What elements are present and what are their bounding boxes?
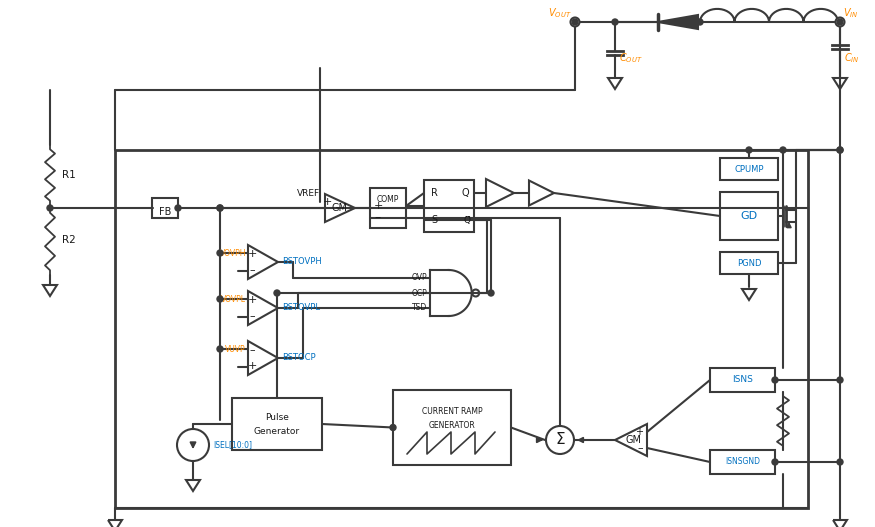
Circle shape <box>772 459 778 465</box>
Text: +: + <box>248 295 256 305</box>
Text: VREF: VREF <box>297 190 320 199</box>
Text: GM: GM <box>626 435 642 445</box>
Polygon shape <box>658 15 698 29</box>
Text: GENERATOR: GENERATOR <box>429 421 475 430</box>
Circle shape <box>746 147 752 153</box>
Circle shape <box>217 205 223 211</box>
Circle shape <box>217 250 223 256</box>
Text: PGND: PGND <box>737 259 761 268</box>
Circle shape <box>572 19 578 25</box>
Bar <box>232 398 322 450</box>
Text: Σ: Σ <box>556 433 565 447</box>
Circle shape <box>175 205 181 211</box>
Circle shape <box>473 289 480 297</box>
Bar <box>710 450 775 474</box>
Text: $C_{OUT}$: $C_{OUT}$ <box>619 51 643 65</box>
Text: Pulse: Pulse <box>265 414 289 423</box>
Circle shape <box>837 147 843 153</box>
Text: S: S <box>431 215 438 225</box>
Circle shape <box>837 19 843 25</box>
Text: $V_{OUT}$: $V_{OUT}$ <box>549 6 572 20</box>
Text: BSTOCP: BSTOCP <box>282 354 316 363</box>
Text: Generator: Generator <box>254 427 300 436</box>
Text: $C_{IN}$: $C_{IN}$ <box>844 51 860 65</box>
Circle shape <box>697 19 703 25</box>
Text: –: – <box>249 345 255 355</box>
Text: TSD: TSD <box>412 304 427 313</box>
Text: –: – <box>637 443 643 453</box>
Text: BSTOVPL: BSTOVPL <box>282 304 320 313</box>
Text: +: + <box>248 249 256 259</box>
Circle shape <box>274 290 280 296</box>
Text: +: + <box>323 197 332 207</box>
Text: ISNSGND: ISNSGND <box>725 457 760 466</box>
Circle shape <box>837 377 843 383</box>
Circle shape <box>488 290 494 296</box>
Text: –: – <box>249 311 255 321</box>
Text: OCP: OCP <box>411 288 427 298</box>
Text: GD: GD <box>740 211 758 221</box>
Text: GM: GM <box>332 203 348 213</box>
Bar <box>370 188 406 228</box>
Text: R1: R1 <box>62 170 76 180</box>
Text: CURRENT RAMP: CURRENT RAMP <box>422 407 482 416</box>
Text: VOVPH: VOVPH <box>220 249 246 258</box>
Bar <box>720 158 778 180</box>
Circle shape <box>217 296 223 302</box>
Text: +: + <box>635 427 643 437</box>
Text: +: + <box>374 201 383 211</box>
Text: VOVPL: VOVPL <box>221 295 246 304</box>
Text: OVP: OVP <box>411 274 427 282</box>
Circle shape <box>837 147 843 153</box>
Text: CPUMP: CPUMP <box>734 164 764 173</box>
Text: BSTOVPH: BSTOVPH <box>282 258 322 267</box>
Text: ISEL[10:0]: ISEL[10:0] <box>213 441 252 450</box>
Text: –: – <box>249 265 255 275</box>
Circle shape <box>177 429 209 461</box>
Text: ISNS: ISNS <box>732 376 752 385</box>
Circle shape <box>837 459 843 465</box>
Text: +: + <box>248 361 256 371</box>
Circle shape <box>612 19 618 25</box>
Circle shape <box>47 205 53 211</box>
Circle shape <box>570 17 579 26</box>
Text: –: – <box>374 211 381 225</box>
Circle shape <box>217 205 223 211</box>
Text: Q: Q <box>461 188 469 198</box>
Text: FB: FB <box>159 207 172 217</box>
Circle shape <box>780 147 786 153</box>
Circle shape <box>772 377 778 383</box>
Circle shape <box>836 17 844 26</box>
Bar <box>115 150 808 508</box>
Circle shape <box>546 426 574 454</box>
Bar <box>152 198 178 218</box>
Bar <box>720 252 778 274</box>
Bar <box>424 180 474 232</box>
Text: R: R <box>431 188 438 198</box>
Bar <box>393 390 511 465</box>
Text: Q̅: Q̅ <box>463 216 470 225</box>
Circle shape <box>390 425 396 431</box>
Text: COMP: COMP <box>377 196 399 204</box>
Text: R2: R2 <box>62 235 76 245</box>
Bar <box>710 368 775 392</box>
Text: $V_{IN}$: $V_{IN}$ <box>843 6 858 20</box>
Bar <box>720 192 778 240</box>
Text: VUVP: VUVP <box>226 345 246 354</box>
Circle shape <box>217 346 223 352</box>
